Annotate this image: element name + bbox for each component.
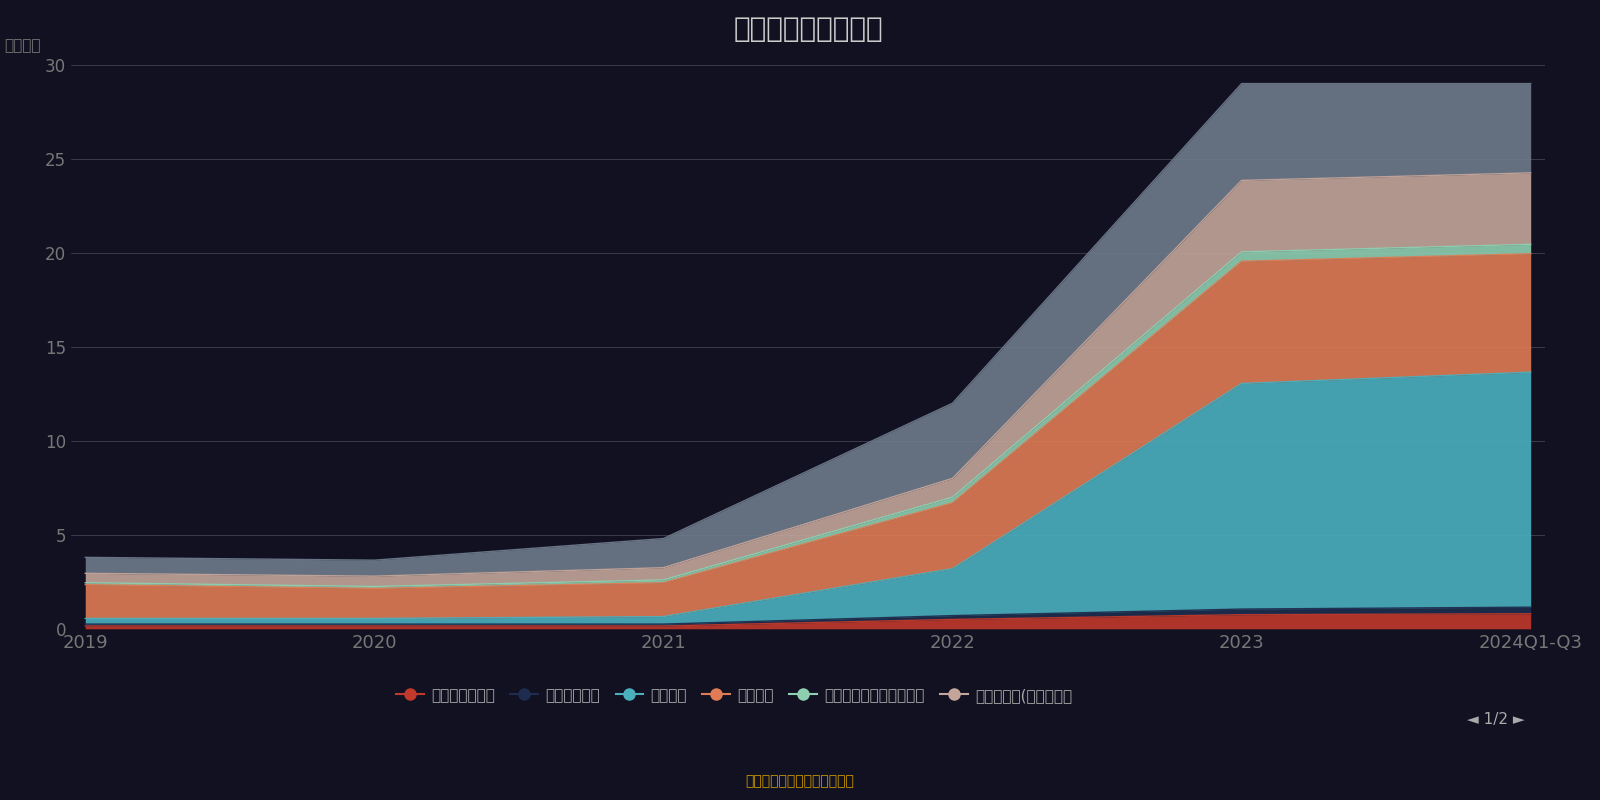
Title: 历年主要负债堆积图: 历年主要负债堆积图 [733, 15, 883, 43]
Legend: 遞延所得稅負債, 長期遞延收益, 應付債券, 長期借款, 一年內到期的非流動負債, 其他應付款(含利息和股: 遞延所得稅負債, 長期遞延收益, 應付債券, 長期借款, 一年內到期的非流動負債… [390, 682, 1078, 709]
Text: 制图数据来自恒生聚源数据库: 制图数据来自恒生聚源数据库 [746, 774, 854, 789]
Text: ◄ 1/2 ►: ◄ 1/2 ► [1467, 712, 1525, 727]
Text: （亿元）: （亿元） [5, 38, 42, 54]
